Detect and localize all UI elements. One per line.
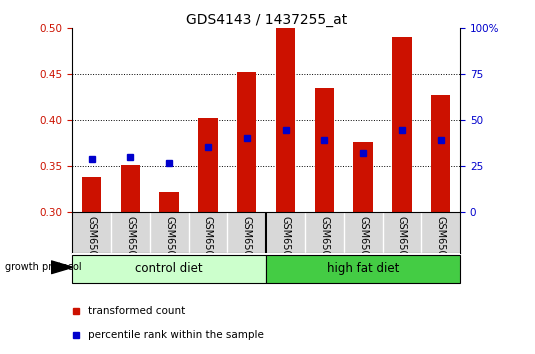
Bar	[354, 142, 373, 212]
Text: GSM650482: GSM650482	[319, 216, 330, 275]
Text: GSM650479: GSM650479	[203, 216, 213, 275]
Text: GSM650476: GSM650476	[87, 216, 97, 275]
Text: transformed count: transformed count	[88, 306, 185, 316]
Text: high fat diet: high fat diet	[327, 262, 399, 275]
Polygon shape	[51, 261, 73, 274]
Bar	[198, 118, 218, 212]
Text: GSM650484: GSM650484	[397, 216, 407, 275]
Text: GSM650481: GSM650481	[280, 216, 291, 275]
Text: GSM650485: GSM650485	[435, 216, 446, 275]
FancyBboxPatch shape	[72, 255, 266, 283]
Bar	[159, 192, 179, 212]
Text: growth protocol: growth protocol	[5, 262, 82, 272]
Bar	[237, 73, 256, 212]
Text: GSM650478: GSM650478	[164, 216, 174, 275]
Bar	[121, 165, 140, 212]
Bar	[315, 88, 334, 212]
Text: GSM650483: GSM650483	[358, 216, 368, 275]
Bar	[431, 95, 450, 212]
Bar	[276, 28, 295, 212]
Bar	[82, 177, 101, 212]
Text: percentile rank within the sample: percentile rank within the sample	[88, 330, 264, 339]
FancyBboxPatch shape	[266, 255, 460, 283]
Text: control diet: control diet	[135, 262, 203, 275]
Title: GDS4143 / 1437255_at: GDS4143 / 1437255_at	[186, 13, 347, 27]
Text: GSM650480: GSM650480	[242, 216, 252, 275]
Text: GSM650477: GSM650477	[125, 216, 135, 275]
Bar	[392, 36, 411, 212]
